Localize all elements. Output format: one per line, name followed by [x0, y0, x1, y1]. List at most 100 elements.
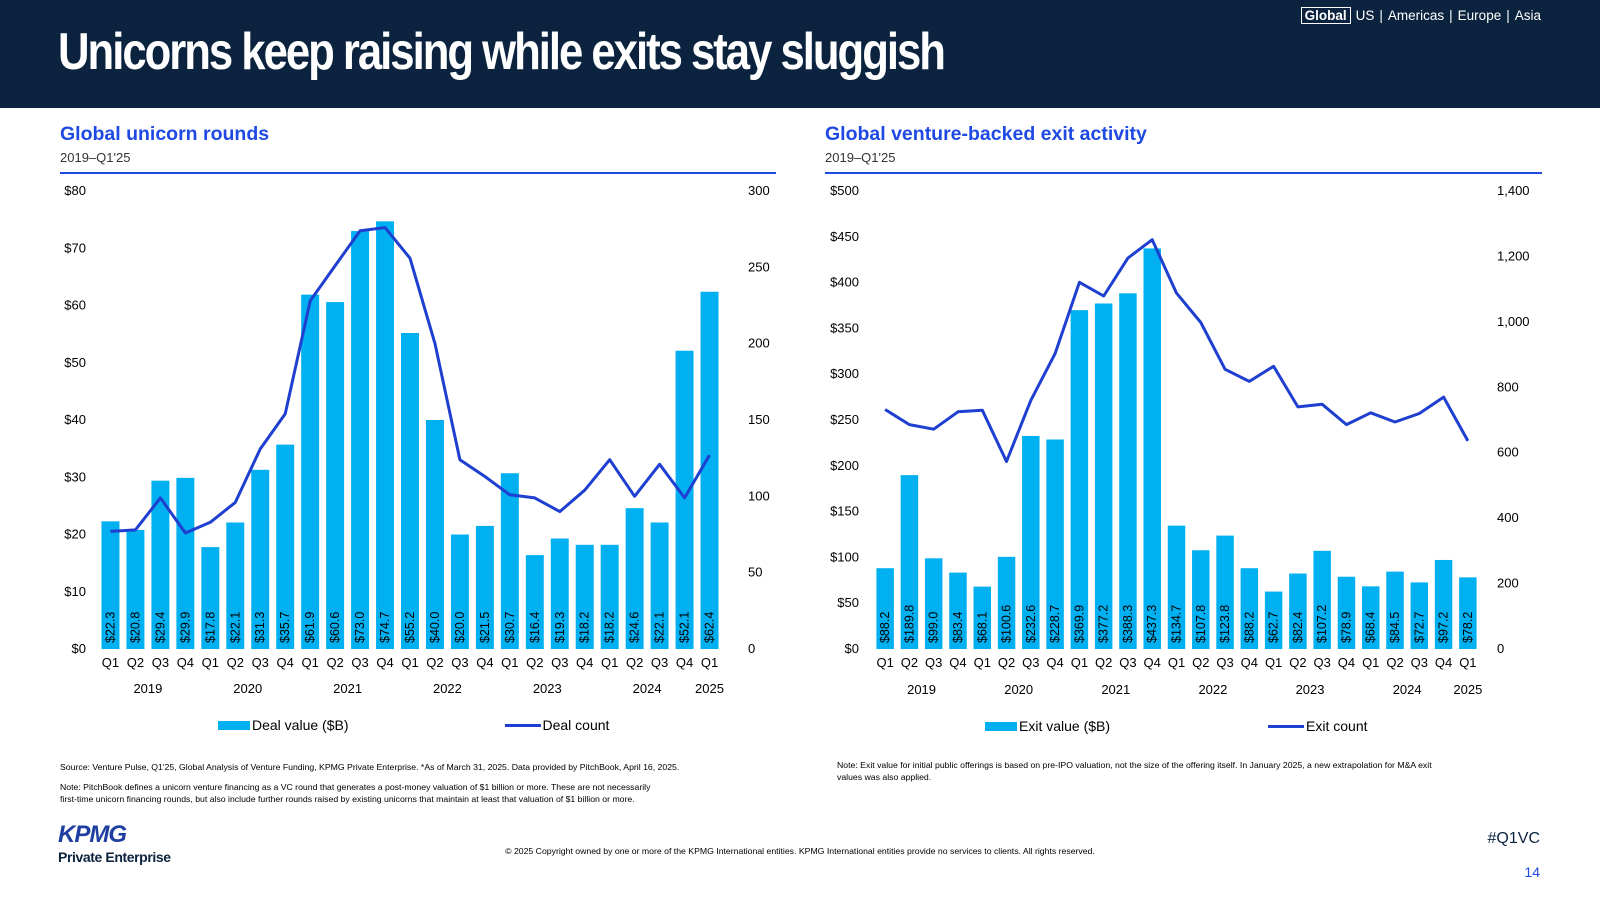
unicorn-left-axis-tick: $50 — [64, 355, 86, 370]
unicorn-bar-label: $61.9 — [303, 612, 317, 643]
exit-bar-label: $88.2 — [1242, 612, 1256, 643]
exit-bar — [924, 558, 943, 649]
unicorn-bar-label: $24.6 — [628, 612, 642, 643]
right-chart-subtitle: 2019–Q1'25 — [825, 150, 896, 165]
unicorn-quarter-tick: Q2 — [626, 655, 643, 670]
unicorn-bar — [201, 547, 220, 649]
exit-bar-label: $84.5 — [1388, 612, 1402, 643]
header-bar: Unicorns keep raising while exits stay s… — [0, 0, 1600, 108]
exit-right-axis-tick: 400 — [1497, 510, 1519, 525]
exit-quarter-tick: Q1 — [1459, 655, 1476, 670]
exit-left-axis-tick: $450 — [830, 229, 859, 244]
exit-left-axis-tick: $400 — [830, 275, 859, 290]
page-number: 14 — [1524, 864, 1540, 880]
kpmg-logo: KPMG Private Enterprise — [58, 823, 171, 866]
copyright-text: © 2025 Copyright owned by one or more of… — [505, 846, 1095, 856]
unicorn-quarter-tick: Q4 — [476, 655, 493, 670]
unicorn-bar — [500, 473, 519, 649]
left-chart-title: Global unicorn rounds — [60, 123, 270, 145]
left-source-note: Source: Venture Pulse, Q1'25, Global Ana… — [60, 762, 680, 772]
unicorn-quarter-tick: Q3 — [451, 655, 468, 670]
exit-bar-label: $97.2 — [1437, 612, 1451, 643]
unicorn-left-axis-tick: $70 — [64, 240, 86, 255]
region-link-asia[interactable]: Asia — [1514, 8, 1541, 23]
left-panel-rule — [60, 172, 776, 174]
unicorn-bar — [226, 522, 245, 649]
exit-bar-label: $78.2 — [1461, 612, 1475, 643]
exit-left-axis-tick: $500 — [830, 183, 859, 198]
region-link-us[interactable]: US — [1355, 8, 1375, 23]
unicorn-bar-label: $31.3 — [253, 612, 267, 643]
exit-bar — [973, 586, 992, 649]
unicorn-quarter-tick: Q4 — [277, 655, 294, 670]
left-note-line-1: Note: PitchBook defines a unicorn ventur… — [60, 782, 651, 792]
unicorn-quarter-tick: Q1 — [102, 655, 119, 670]
exit-bar — [1434, 559, 1453, 649]
unicorn-quarter-tick: Q3 — [152, 655, 169, 670]
exit-quarter-tick: Q2 — [1386, 655, 1403, 670]
unicorn-bar-label: $40.0 — [428, 612, 442, 643]
unicorn-quarter-tick: Q2 — [426, 655, 443, 670]
region-link-europe[interactable]: Europe — [1457, 8, 1502, 23]
exit-bar — [1361, 586, 1380, 649]
unicorn-bar-label: $16.4 — [528, 612, 542, 643]
unicorn-quarter-tick: Q1 — [701, 655, 718, 670]
exit-left-axis-tick: $200 — [830, 458, 859, 473]
region-link-americas[interactable]: Americas — [1387, 8, 1445, 23]
unicorn-left-axis-tick: $40 — [64, 412, 86, 427]
legend-label-deal-count: Deal count — [542, 717, 610, 733]
exit-bar — [1313, 550, 1331, 649]
exit-bar — [1119, 293, 1137, 649]
exit-bar — [1094, 303, 1113, 649]
exit-left-axis-tick: $0 — [845, 641, 859, 656]
exit-bar-label: $72.7 — [1412, 612, 1426, 643]
unicorn-bar — [126, 529, 145, 649]
exit-right-axis-tick: 1,200 — [1497, 248, 1530, 263]
unicorn-bar — [525, 555, 544, 649]
unicorn-left-axis-tick: $10 — [64, 584, 86, 599]
exit-bar — [1240, 568, 1259, 649]
unicorn-bar-label: $30.7 — [503, 612, 517, 643]
exit-bar — [1386, 571, 1404, 649]
region-separator: | — [1449, 8, 1453, 23]
exit-left-axis-tick: $300 — [830, 366, 859, 381]
exit-bar-label: $99.0 — [927, 612, 941, 643]
unicorn-bar — [700, 291, 719, 649]
exit-bar — [949, 572, 967, 649]
exit-quarter-tick: Q3 — [1411, 655, 1428, 670]
exit-bar — [1046, 439, 1064, 649]
unicorn-right-axis-tick: 300 — [748, 183, 770, 198]
exit-quarter-tick: Q1 — [974, 655, 991, 670]
unicorn-right-axis-tick: 200 — [748, 336, 770, 351]
unicorn-quarter-tick: Q1 — [501, 655, 518, 670]
legend-swatch-deal-value — [218, 720, 250, 730]
right-panel-rule — [825, 172, 1542, 174]
exit-right-axis-tick: 200 — [1497, 576, 1519, 591]
region-nav: Global US | Americas | Europe | Asia — [1300, 7, 1542, 24]
unicorn-left-axis-tick: $20 — [64, 527, 86, 542]
unicorn-bar — [600, 544, 619, 649]
unicorn-bar — [351, 231, 370, 649]
exit-right-axis-tick: 1,400 — [1497, 183, 1530, 198]
unicorn-quarter-tick: Q4 — [376, 655, 393, 670]
unicorn-bar — [425, 420, 444, 649]
exit-left-axis-tick: $150 — [830, 504, 859, 519]
exit-right-axis-tick: 800 — [1497, 379, 1519, 394]
unicorn-right-axis-tick: 0 — [748, 641, 755, 656]
unicorn-bar-label: $73.0 — [353, 612, 367, 643]
exit-bar — [1143, 248, 1161, 649]
exit-year-label: 2022 — [1198, 682, 1227, 697]
unicorn-year-label: 2019 — [133, 681, 162, 696]
unicorn-bar-label: $55.2 — [403, 612, 417, 643]
unicorn-bar-label: $20.0 — [453, 612, 467, 643]
exit-bar-label: $100.6 — [1000, 605, 1014, 643]
exit-quarter-tick: Q3 — [925, 655, 942, 670]
unicorn-quarter-tick: Q1 — [401, 655, 418, 670]
region-link-global[interactable]: Global — [1300, 7, 1351, 24]
exit-quarter-tick: Q2 — [1192, 655, 1209, 670]
exit-bar-label: $437.3 — [1145, 605, 1159, 643]
exit-quarter-tick: Q3 — [1119, 655, 1136, 670]
exit-quarter-tick: Q2 — [1289, 655, 1306, 670]
exit-quarter-tick: Q2 — [998, 655, 1015, 670]
